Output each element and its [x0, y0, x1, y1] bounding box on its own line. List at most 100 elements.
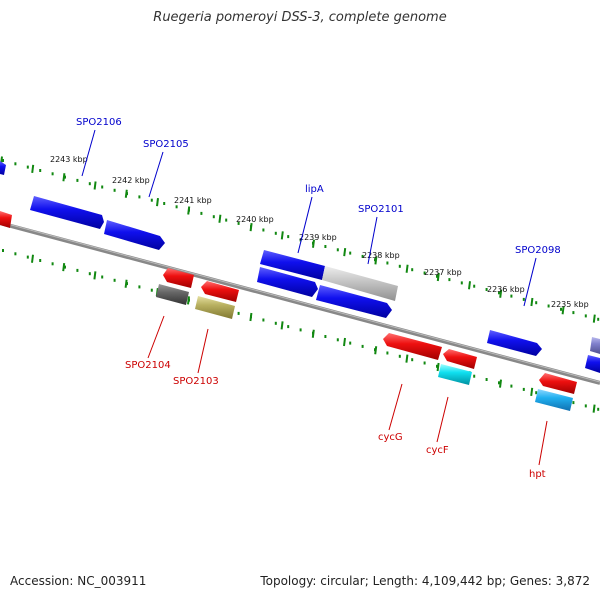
gene-feature[interactable] — [163, 268, 194, 288]
gene-feature[interactable] — [443, 349, 477, 369]
gene-feature[interactable] — [260, 250, 325, 280]
tick-dot — [572, 311, 575, 315]
tick-major — [405, 354, 409, 363]
gene-feature[interactable] — [30, 196, 104, 229]
tick-dot — [26, 165, 29, 169]
gene-label[interactable]: SPO2101 — [358, 204, 404, 215]
gene-label[interactable]: cycF — [426, 445, 449, 456]
tick-major — [280, 321, 284, 330]
gene-label[interactable]: hpt — [529, 469, 546, 480]
tick-dot — [361, 254, 364, 258]
gene-label[interactable]: SPO2105 — [143, 139, 189, 150]
tick-major — [530, 297, 534, 307]
gene-label[interactable]: SPO2106 — [76, 117, 122, 128]
tick-dot — [349, 251, 352, 255]
tick-major — [343, 337, 346, 347]
gene-feature[interactable] — [438, 364, 472, 385]
tick-dot — [51, 262, 54, 266]
tick-major — [156, 197, 159, 207]
gene-feature[interactable] — [585, 355, 600, 373]
tick-major — [499, 379, 502, 388]
map-title: Ruegeria pomeroyi DSS-3, complete genome — [153, 10, 447, 25]
tick-dot — [522, 387, 525, 391]
gene-label[interactable]: lipA — [305, 184, 324, 195]
forward-genes — [0, 161, 600, 373]
tick-dot — [485, 288, 488, 291]
tick-dot — [39, 169, 42, 172]
gene-feature[interactable] — [257, 267, 318, 297]
tick-dot — [336, 338, 339, 342]
tick-dot — [510, 294, 513, 298]
kbp-label: 2236 kbp — [487, 285, 525, 294]
tick-dot — [398, 354, 401, 358]
gene-label[interactable]: SPO2104 — [125, 360, 171, 371]
gene-feature[interactable] — [195, 296, 235, 319]
tick-dot — [411, 358, 414, 362]
gene-feature[interactable] — [539, 373, 577, 394]
tick-major — [311, 329, 315, 338]
reverse-genes — [0, 211, 577, 411]
tick-dot — [76, 178, 79, 182]
gene-feature[interactable] — [322, 266, 398, 301]
tick-major — [249, 312, 253, 322]
gene-feature[interactable] — [0, 211, 12, 228]
gene-label[interactable]: cycG — [378, 432, 403, 443]
tick-major — [93, 271, 97, 280]
tick-major — [280, 231, 284, 240]
tick-major — [93, 181, 97, 190]
tick-dot — [138, 285, 141, 289]
leader-line — [523, 257, 537, 307]
length-label: Length: — [372, 574, 419, 588]
tick-major — [62, 173, 66, 182]
gene-feature[interactable] — [590, 337, 600, 354]
tick-major — [436, 362, 440, 372]
tick-dot — [522, 297, 525, 301]
tick-dot — [26, 255, 29, 259]
gene-label[interactable]: SPO2103 — [173, 376, 219, 387]
tick-dot — [150, 288, 153, 292]
gene-feature[interactable] — [383, 333, 442, 360]
tick-major — [31, 164, 35, 174]
gene-feature[interactable] — [156, 284, 189, 305]
gene-feature[interactable] — [316, 285, 392, 318]
topology-value: circular — [320, 574, 365, 588]
tick-major — [405, 264, 409, 273]
tick-major — [187, 296, 190, 305]
gene-feature[interactable] — [201, 281, 239, 302]
kbp-label: 2241 kbp — [174, 196, 212, 205]
tick-dot — [597, 317, 600, 321]
tick-dot — [287, 325, 290, 329]
tick-dot — [386, 261, 389, 265]
gene-label[interactable]: SPO2098 — [515, 245, 561, 256]
tick-major — [218, 214, 222, 223]
gene-feature[interactable] — [0, 161, 6, 175]
tick-dot — [237, 221, 240, 225]
genome-summary: Topology: circular; Length: 4,109,442 bp… — [260, 574, 590, 588]
tick-major — [31, 254, 34, 263]
tick-dot — [584, 404, 587, 408]
tick-dot — [14, 162, 17, 166]
tick-dot — [64, 175, 66, 179]
gene-feature[interactable] — [104, 220, 165, 250]
gene-feature[interactable] — [535, 389, 573, 411]
tick-dot — [349, 341, 352, 345]
tick-dot — [2, 159, 4, 162]
kbp-label: 2242 kbp — [112, 176, 150, 185]
tick-major — [343, 247, 347, 257]
tick-dot — [138, 195, 141, 199]
tick-dot — [473, 374, 476, 378]
tick-dot — [200, 211, 203, 215]
tick-major — [530, 387, 534, 397]
tick-dot — [262, 318, 265, 322]
tick-dot — [113, 188, 116, 192]
tick-dot — [299, 238, 302, 242]
tick-dot — [336, 248, 339, 252]
tick-dot — [535, 301, 538, 305]
kbp-label: 2237 kbp — [424, 268, 462, 277]
tick-dot — [113, 278, 116, 282]
tick-major — [436, 272, 440, 282]
gene-feature[interactable] — [487, 330, 542, 356]
tick-dot — [14, 252, 17, 256]
tick-dot — [448, 278, 451, 282]
tick-dot — [572, 401, 575, 405]
